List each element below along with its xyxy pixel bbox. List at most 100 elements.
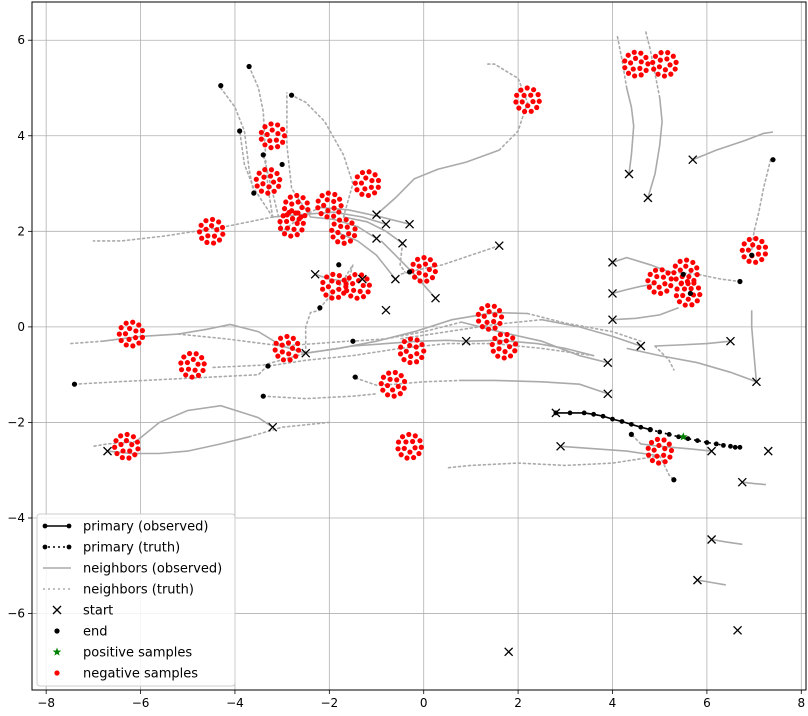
negative-sample-point <box>397 391 403 397</box>
negative-sample-point <box>524 85 530 91</box>
end-marker <box>680 271 686 277</box>
negative-sample-point <box>670 53 676 59</box>
negative-sample-point <box>491 303 497 309</box>
primary-truth-point <box>657 429 663 435</box>
y-tick-label: −6 <box>7 607 25 621</box>
negative-sample-point <box>658 50 664 56</box>
neighbor-truth-line <box>446 455 661 469</box>
negative-sample-point <box>274 144 281 150</box>
negative-sample-point <box>406 431 412 438</box>
neighbor-truth-line <box>262 392 378 400</box>
positive-samples-series <box>679 432 688 441</box>
negative-sample-point <box>481 313 487 319</box>
negative-sample-point <box>697 291 703 298</box>
neighbor-truth-line <box>264 158 274 218</box>
negative-sample-point <box>139 328 146 334</box>
negative-sample-point <box>284 333 290 340</box>
negative-sample-point <box>479 324 485 330</box>
neighbor-truth-line <box>526 312 642 343</box>
start-marker <box>494 241 504 251</box>
negative-sample-point <box>319 193 325 199</box>
negative-sample-point <box>677 258 683 265</box>
negative-sample-point <box>753 259 759 265</box>
negative-sample-point <box>410 261 416 267</box>
negative-sample-point <box>273 137 280 143</box>
negative-sample-point <box>645 278 651 284</box>
negative-sample-point <box>413 359 420 365</box>
neighbor-truth-line <box>399 318 543 340</box>
negative-sample-point <box>300 220 306 226</box>
end-marker <box>246 63 252 70</box>
negative-sample-point <box>340 234 346 240</box>
negative-sample-point <box>647 271 653 277</box>
start-marker <box>603 358 613 368</box>
legend-label: negative samples <box>83 667 198 682</box>
negative-sample-point <box>638 50 644 56</box>
end-marker <box>406 269 413 275</box>
negative-sample-point <box>414 337 420 343</box>
neighbor-truth-line <box>616 34 628 89</box>
negative-sample-point <box>354 174 360 180</box>
negative-sample-point <box>651 280 657 286</box>
negative-sample-point <box>304 200 310 206</box>
negative-sample-point <box>132 335 139 341</box>
negative-sample-point <box>336 217 343 223</box>
negative-sample-point <box>253 176 259 182</box>
negative-sample-point <box>210 240 217 246</box>
negative-sample-point <box>118 441 124 448</box>
negative-sample-point <box>349 220 355 226</box>
legend-dot-handle <box>54 670 60 676</box>
negative-sample-point <box>534 104 540 111</box>
end-marker <box>288 92 295 98</box>
negative-sample-point <box>391 393 397 399</box>
negative-sample-point <box>329 295 335 301</box>
negative-sample-point <box>683 263 689 269</box>
negative-sample-point <box>673 59 679 65</box>
negative-sample-point <box>199 235 205 241</box>
negative-sample-point <box>288 233 294 239</box>
negative-sample-point <box>114 450 120 457</box>
neighbor-truth-line <box>286 92 312 218</box>
negative-sample-point <box>646 284 652 290</box>
negative-sample-point <box>196 229 203 235</box>
negative-sample-point <box>280 126 286 132</box>
negative-sample-point <box>519 99 525 105</box>
negative-sample-point <box>413 344 419 350</box>
end-markers <box>71 63 776 483</box>
negative-sample-point <box>352 180 358 186</box>
negative-sample-point <box>412 433 418 439</box>
negative-sample-point <box>347 238 354 244</box>
end-marker <box>251 190 257 196</box>
negative-sample-point <box>354 187 360 193</box>
x-tick-label: 2 <box>514 696 522 710</box>
x-tick-label: 8 <box>797 696 805 710</box>
negative-sample-point <box>745 247 752 253</box>
negative-sample-point <box>395 446 401 452</box>
negative-sample-point <box>755 251 762 257</box>
negative-sample-point <box>491 318 497 325</box>
negative-sample-point <box>407 359 413 366</box>
negative-sample-point <box>275 130 281 137</box>
start-marker <box>268 422 278 432</box>
negative-sample-point <box>283 218 290 225</box>
negative-sample-point <box>525 103 531 109</box>
negative-sample-point <box>368 184 374 190</box>
primary-truth-point <box>728 443 733 449</box>
negative-sample-point <box>274 122 281 128</box>
start-marker <box>608 315 617 325</box>
neighbor-observed-line <box>560 445 660 457</box>
legend-dot-handle <box>42 523 48 529</box>
negative-sample-point <box>331 221 337 227</box>
neighbor-observed-line <box>343 216 403 244</box>
neighbor-truth-line <box>69 340 104 345</box>
negative-sample-point <box>343 281 349 287</box>
negative-sample-point <box>668 283 674 289</box>
negative-sample-point <box>281 231 288 237</box>
primary-truth-point <box>737 444 743 450</box>
negative-sample-point <box>485 302 491 309</box>
neighbor-truth-line <box>750 158 772 252</box>
negative-sample-point <box>258 129 264 136</box>
negative-sample-point <box>338 223 344 229</box>
negative-sample-point <box>673 276 679 282</box>
negative-sample-point <box>416 263 422 269</box>
